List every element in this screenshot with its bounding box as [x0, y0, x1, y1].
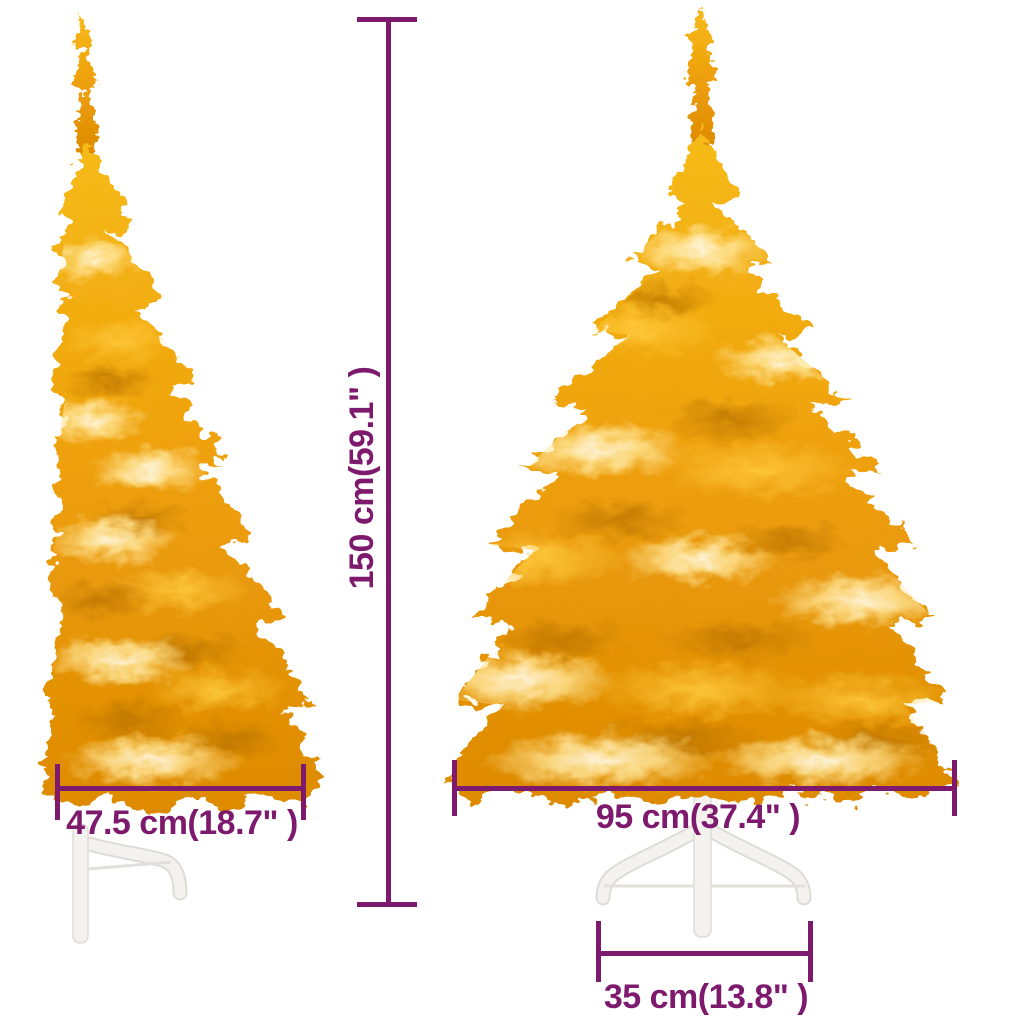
- half-tree-stand: [72, 823, 188, 944]
- full-width-dimension-tick-right: [952, 760, 957, 816]
- stand-width-dimension-label: 35 cm(13.8" ): [603, 978, 809, 1016]
- full-tree-top-sprig: [684, 8, 718, 150]
- half-width-dimension-label: 47.5 cm(18.7" ): [66, 804, 298, 842]
- stand-width-dimension-tick-left: [596, 921, 601, 982]
- half-width-dimension-tick-right: [301, 764, 306, 820]
- height-dimension-tick-bottom: [357, 902, 417, 907]
- height-dimension-tick-top: [357, 17, 417, 22]
- stand-width-dimension-line: [598, 951, 811, 956]
- half-tree-top-sprig: [72, 12, 99, 158]
- height-dimension-label: 150 cm(59.1" ): [343, 366, 381, 590]
- stand-width-dimension-tick-right: [808, 921, 813, 982]
- height-dimension-line: [386, 18, 391, 906]
- full-width-dimension-tick-left: [452, 760, 457, 816]
- half-width-dimension-line: [57, 786, 304, 791]
- full-width-dimension-line: [455, 786, 955, 791]
- full-width-dimension-label: 95 cm(37.4" ): [595, 798, 801, 836]
- half-width-dimension-tick-left: [55, 764, 60, 820]
- full-tree-stand: [595, 789, 812, 938]
